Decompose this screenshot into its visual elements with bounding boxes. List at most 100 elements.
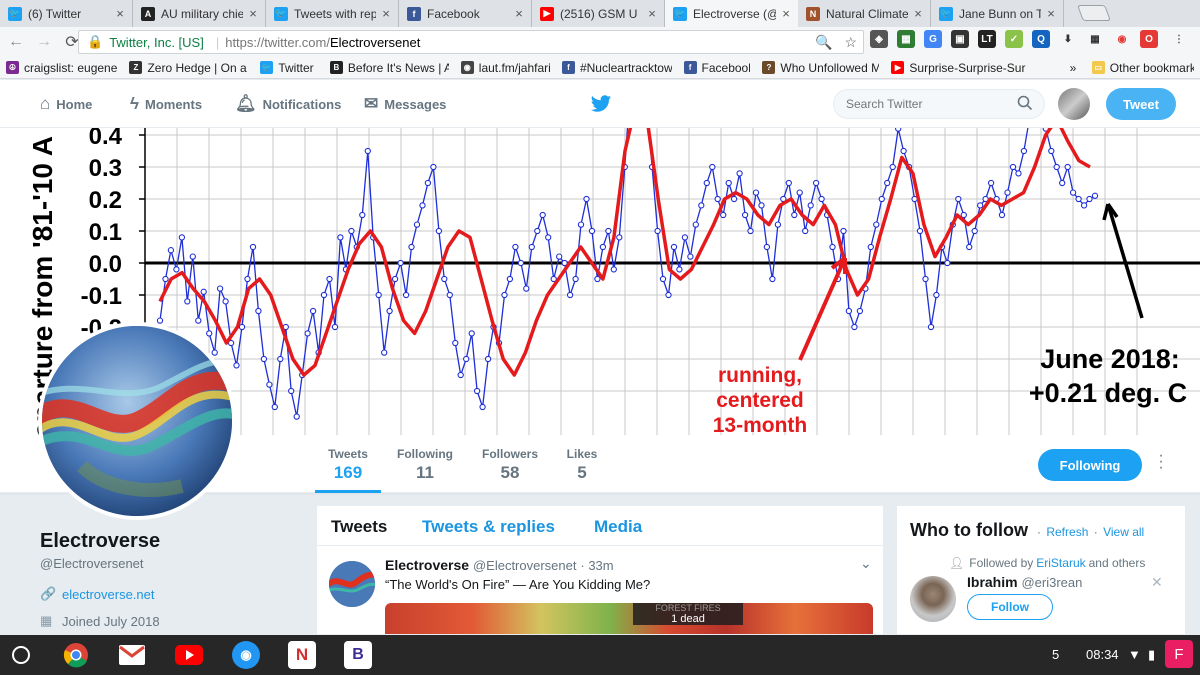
launcher-icon[interactable] bbox=[12, 646, 30, 664]
tab-close-icon[interactable]: × bbox=[382, 6, 390, 21]
nav-home[interactable]: ⌂ Home bbox=[40, 94, 92, 114]
camera-app-icon[interactable]: ◉ bbox=[232, 641, 260, 669]
back-button[interactable]: ← bbox=[8, 33, 24, 50]
user-profile-badge[interactable]: F bbox=[1165, 640, 1193, 668]
stat-tweets[interactable]: Tweets 169 bbox=[315, 435, 381, 493]
green-extension-icon[interactable]: ▦ bbox=[897, 30, 915, 48]
suggestion-avatar[interactable] bbox=[910, 576, 956, 622]
search-extension-icon[interactable]: Q bbox=[1032, 30, 1050, 48]
search-input[interactable] bbox=[833, 89, 1045, 119]
camera-extension-icon[interactable]: ▣ bbox=[951, 30, 969, 48]
monthly-data-point bbox=[960, 211, 967, 219]
timeline-tabs: Tweets Tweets & replies Media bbox=[317, 506, 883, 546]
browser-tab[interactable]: 🐦 (6) Twitter × bbox=[0, 0, 133, 27]
stat-followers[interactable]: Followers 58 bbox=[476, 435, 544, 493]
tweet-author[interactable]: Electroverse @Electroversenet · 33m bbox=[385, 557, 614, 573]
browser-tab[interactable]: 🐦 Electroverse (@E × bbox=[665, 0, 798, 27]
youtube-app-icon[interactable] bbox=[175, 641, 203, 669]
tab-close-icon[interactable]: × bbox=[914, 6, 922, 21]
profile-handle: @Electroversenet bbox=[40, 556, 144, 571]
new-tab-button[interactable] bbox=[1077, 5, 1111, 21]
stat-likes[interactable]: Likes 5 bbox=[560, 435, 604, 493]
tweet-menu-chevron-icon[interactable]: ⌄ bbox=[860, 555, 872, 571]
suggestion-user[interactable]: Ibrahim @eri3rean bbox=[967, 574, 1082, 590]
tab-close-icon[interactable]: × bbox=[1047, 6, 1055, 21]
bookmark-item[interactable]: f Facebook bbox=[683, 61, 750, 75]
lt-extension-icon[interactable]: LT bbox=[978, 30, 996, 48]
nav-moments[interactable]: ϟ Moments bbox=[130, 94, 202, 114]
tab-close-icon[interactable]: × bbox=[116, 6, 124, 21]
browser-tab[interactable]: 🐦 Jane Bunn on Tw × bbox=[931, 0, 1064, 27]
tweet-item[interactable]: Electroverse @Electroversenet · 33m ⌄ “T… bbox=[317, 547, 883, 634]
battery-icon[interactable]: ▮ bbox=[1148, 647, 1156, 662]
bookmark-item[interactable]: ☮ craigslist: eugene job bbox=[6, 61, 117, 75]
bookmark-item[interactable]: ◉ laut.fm/jahfari bbox=[460, 61, 550, 75]
dismiss-suggestion-close-icon[interactable]: ✕ bbox=[1151, 574, 1163, 590]
news-app-icon[interactable]: N bbox=[288, 641, 316, 669]
tab-tweets-replies[interactable]: Tweets & replies bbox=[422, 517, 555, 536]
nav-messages[interactable]: ✉ Messages bbox=[364, 94, 446, 114]
grid-extension-icon[interactable]: ▦ bbox=[1086, 30, 1104, 48]
monthly-data-point bbox=[1064, 163, 1071, 171]
tweet-button[interactable]: Tweet bbox=[1106, 88, 1176, 120]
bookmark-item[interactable]: f #Nucleartracktown bbox=[561, 61, 672, 75]
browser-tab[interactable]: N Natural Climate × bbox=[798, 0, 931, 27]
tab-tweets[interactable]: Tweets bbox=[331, 517, 388, 536]
profile-website[interactable]: 🔗 electroverse.net bbox=[40, 586, 155, 602]
browser-tab[interactable]: 🐦 Tweets with replie × bbox=[266, 0, 399, 27]
tab-media[interactable]: Media bbox=[594, 517, 643, 536]
tab-close-icon[interactable]: × bbox=[515, 6, 523, 21]
tweet-media[interactable]: FOREST FIRES 1 dead bbox=[385, 603, 873, 634]
zoom-icon[interactable]: 🔍 bbox=[815, 34, 833, 50]
more-options-icon[interactable]: · · · bbox=[1158, 447, 1164, 476]
check-extension-icon[interactable]: ✓ bbox=[1005, 30, 1023, 48]
view-all-link[interactable]: View all bbox=[1103, 525, 1145, 539]
search-icon[interactable] bbox=[1017, 95, 1033, 111]
bookmark-item[interactable]: ? Who Unfollowed Me bbox=[762, 61, 879, 75]
following-button[interactable]: Following bbox=[1038, 449, 1142, 481]
download-icon[interactable]: ⬇ bbox=[1059, 30, 1077, 48]
twitter-bird-icon[interactable] bbox=[590, 93, 612, 115]
follow-button[interactable]: Follow bbox=[967, 594, 1053, 620]
translate-extension-icon[interactable]: G bbox=[924, 30, 942, 48]
profile-website-text[interactable]: electroverse.net bbox=[62, 586, 155, 602]
bookmark-item[interactable]: Z Zero Hedge | On a lon bbox=[129, 61, 248, 75]
tweet-time[interactable]: · 33m bbox=[580, 558, 614, 573]
gmail-app-icon[interactable] bbox=[118, 641, 146, 669]
opera-extension-icon[interactable]: O bbox=[1140, 30, 1158, 48]
b-app-icon[interactable]: B bbox=[344, 641, 372, 669]
notification-count[interactable]: 5 bbox=[1052, 647, 1060, 662]
bookmarks-overflow-chevron-icon[interactable]: » bbox=[1069, 60, 1076, 75]
profile-avatar[interactable] bbox=[38, 322, 236, 520]
forward-button[interactable]: → bbox=[36, 33, 52, 50]
address-bar[interactable]: 🔒 Twitter, Inc. [US] | https://twitter.c… bbox=[78, 30, 864, 54]
tweet-avatar[interactable] bbox=[329, 561, 375, 607]
bookmark-item[interactable]: 🐦 Twitter bbox=[260, 61, 318, 75]
refresh-link[interactable]: Refresh bbox=[1046, 525, 1089, 539]
tab-close-icon[interactable]: × bbox=[648, 6, 656, 21]
clock[interactable]: 08:34 bbox=[1086, 647, 1119, 662]
tab-close-icon[interactable]: × bbox=[782, 6, 790, 21]
shield-extension-icon[interactable]: ◈ bbox=[870, 30, 888, 48]
stat-following[interactable]: Following 11 bbox=[392, 435, 458, 493]
nav-notifications[interactable]: 🔔︎ Notifications bbox=[235, 94, 341, 114]
suggestion-name[interactable]: Ibrahim bbox=[967, 574, 1018, 590]
chrome-app-icon[interactable] bbox=[62, 641, 90, 669]
bookmark-star-icon[interactable]: ☆ bbox=[844, 34, 857, 50]
monthly-data-point bbox=[763, 243, 771, 251]
bookmark-item[interactable]: B Before It's News | Alte bbox=[329, 61, 449, 75]
account-avatar[interactable] bbox=[1058, 88, 1090, 120]
tab-close-icon[interactable]: × bbox=[249, 6, 257, 21]
monthly-data-point bbox=[528, 243, 535, 251]
followed-by-user[interactable]: EriStaruk bbox=[1036, 556, 1086, 570]
other-bookmarks[interactable]: ▭ Other bookmarks bbox=[1091, 61, 1194, 75]
browser-menu-icon[interactable]: ⋮ bbox=[1170, 30, 1188, 48]
reload-button[interactable]: ⟳ bbox=[65, 34, 79, 51]
browser-tab[interactable]: f Facebook × bbox=[399, 0, 532, 27]
record-extension-icon[interactable]: ◉ bbox=[1113, 30, 1131, 48]
wifi-icon[interactable]: ▼ bbox=[1128, 647, 1141, 662]
browser-tab[interactable]: A AU military chief × bbox=[133, 0, 266, 27]
browser-tab[interactable]: ▶ (2516) GSM U × bbox=[532, 0, 665, 27]
bookmark-item[interactable]: ▶ Surprise-Surprise-Sur bbox=[891, 61, 1045, 75]
tweet-author-name[interactable]: Electroverse bbox=[385, 557, 470, 573]
